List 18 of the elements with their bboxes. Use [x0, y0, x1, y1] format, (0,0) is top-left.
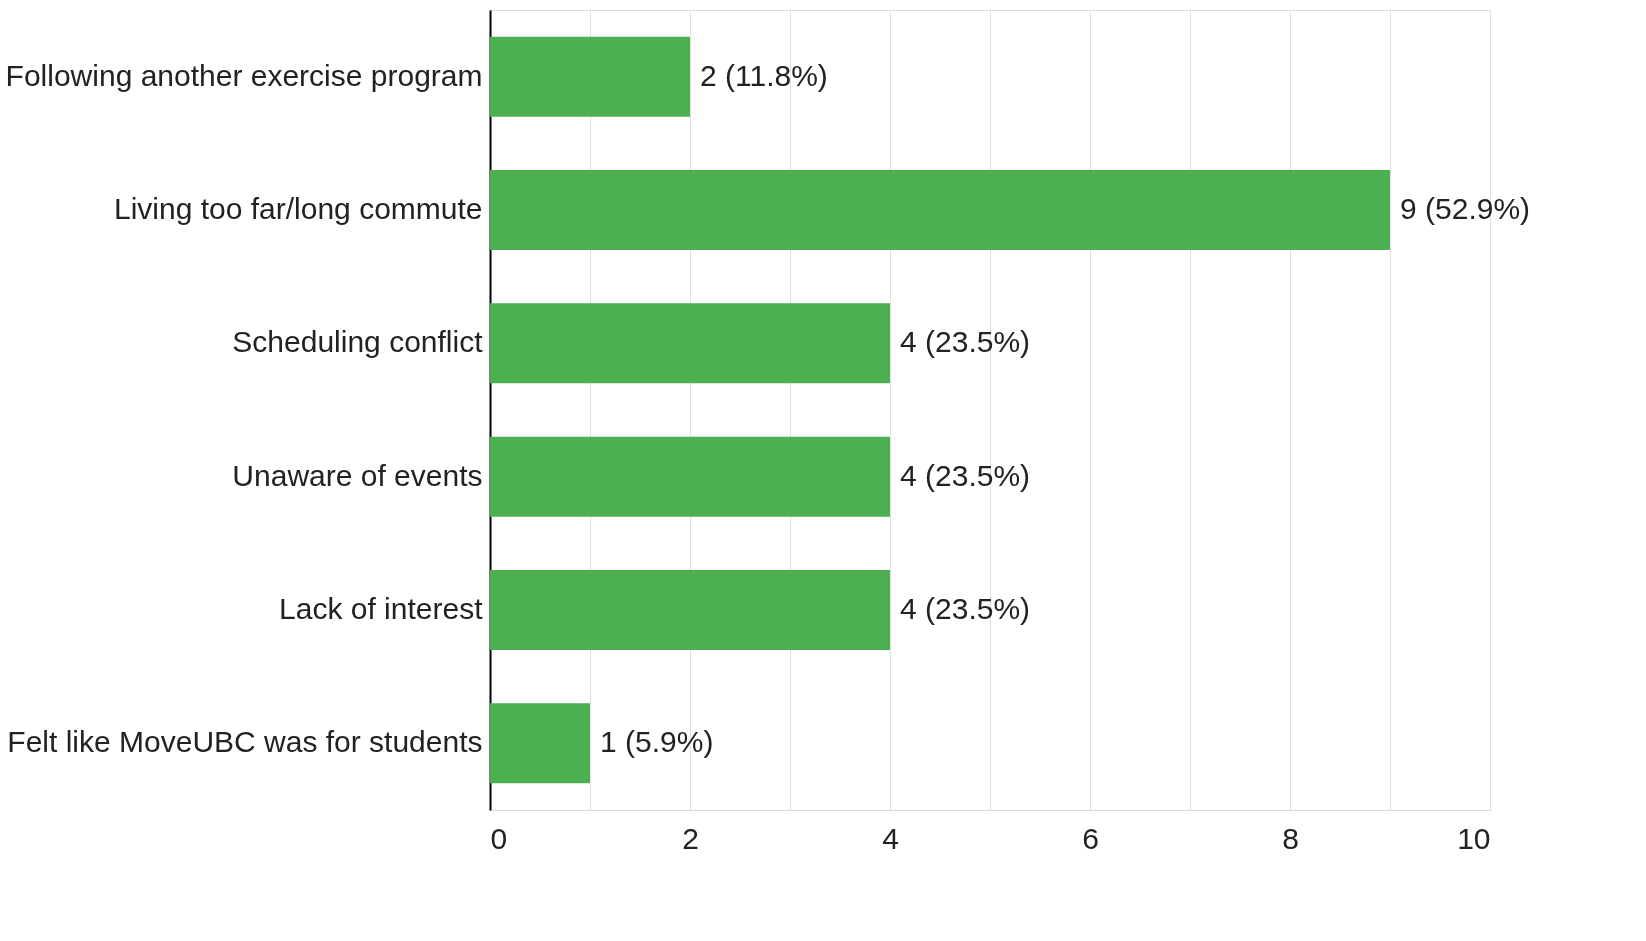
data-label: 2 (11.8%): [700, 58, 828, 92]
x-tick-label: 4: [882, 821, 899, 855]
data-label: 4 (23.5%): [900, 592, 1031, 625]
y-tick-label: Unaware of events: [232, 458, 483, 492]
x-tick-label: 10: [1457, 821, 1491, 855]
x-tick-label: 6: [1082, 821, 1099, 855]
y-tick-label: Living too far/long commute: [113, 192, 483, 225]
data-label: 9 (52.9%): [1400, 192, 1531, 225]
x-tick-label: 0: [490, 821, 508, 855]
data-label: 4 (23.5%): [900, 325, 1031, 359]
data-label: 1 (5.9%): [600, 725, 714, 759]
x-tick-label: 8: [1282, 821, 1299, 855]
y-tick-label: Lack of interest: [279, 592, 484, 625]
data-label: 4 (23.5%): [900, 458, 1031, 492]
y-tick-label: Following another exercise program: [5, 58, 483, 92]
y-tick-label: Scheduling conflict: [232, 325, 484, 359]
x-tick-label: 2: [682, 821, 699, 855]
y-tick-label: Felt like MoveUBC was for students: [7, 725, 483, 759]
